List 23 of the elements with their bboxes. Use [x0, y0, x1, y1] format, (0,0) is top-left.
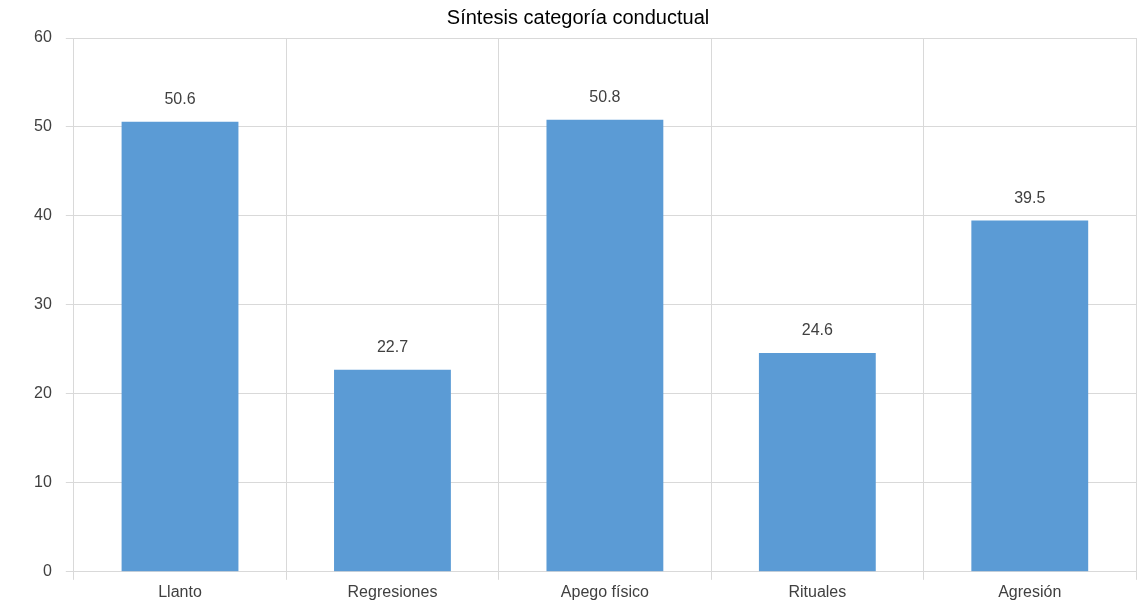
- bar: [121, 121, 239, 572]
- x-tick-label: Rituales: [788, 582, 847, 600]
- bar: [546, 119, 664, 572]
- data-label: 39.5: [1014, 188, 1046, 206]
- x-tick-label: Regresiones: [347, 582, 438, 600]
- y-tick-label: 30: [34, 295, 52, 313]
- y-tick-label: 40: [34, 206, 52, 224]
- y-tick-label: 0: [42, 562, 52, 580]
- y-tick-label: 60: [34, 28, 52, 46]
- x-tick-label: Llanto: [158, 582, 202, 600]
- x-tick-label: Agresión: [998, 582, 1062, 600]
- data-label: 24.6: [801, 321, 834, 339]
- bar: [758, 352, 876, 572]
- y-tick-label: 50: [34, 117, 52, 135]
- data-label: 22.7: [376, 338, 409, 356]
- bar: [971, 220, 1089, 572]
- data-label: 50.8: [589, 88, 621, 106]
- y-tick-label: 20: [34, 384, 52, 402]
- bar: [334, 369, 451, 572]
- chart-title: Síntesis categoría conductual: [446, 5, 710, 28]
- y-tick-label: 10: [34, 473, 52, 491]
- data-label: 50.6: [164, 90, 196, 108]
- x-tick-label: Apego físico: [560, 582, 650, 600]
